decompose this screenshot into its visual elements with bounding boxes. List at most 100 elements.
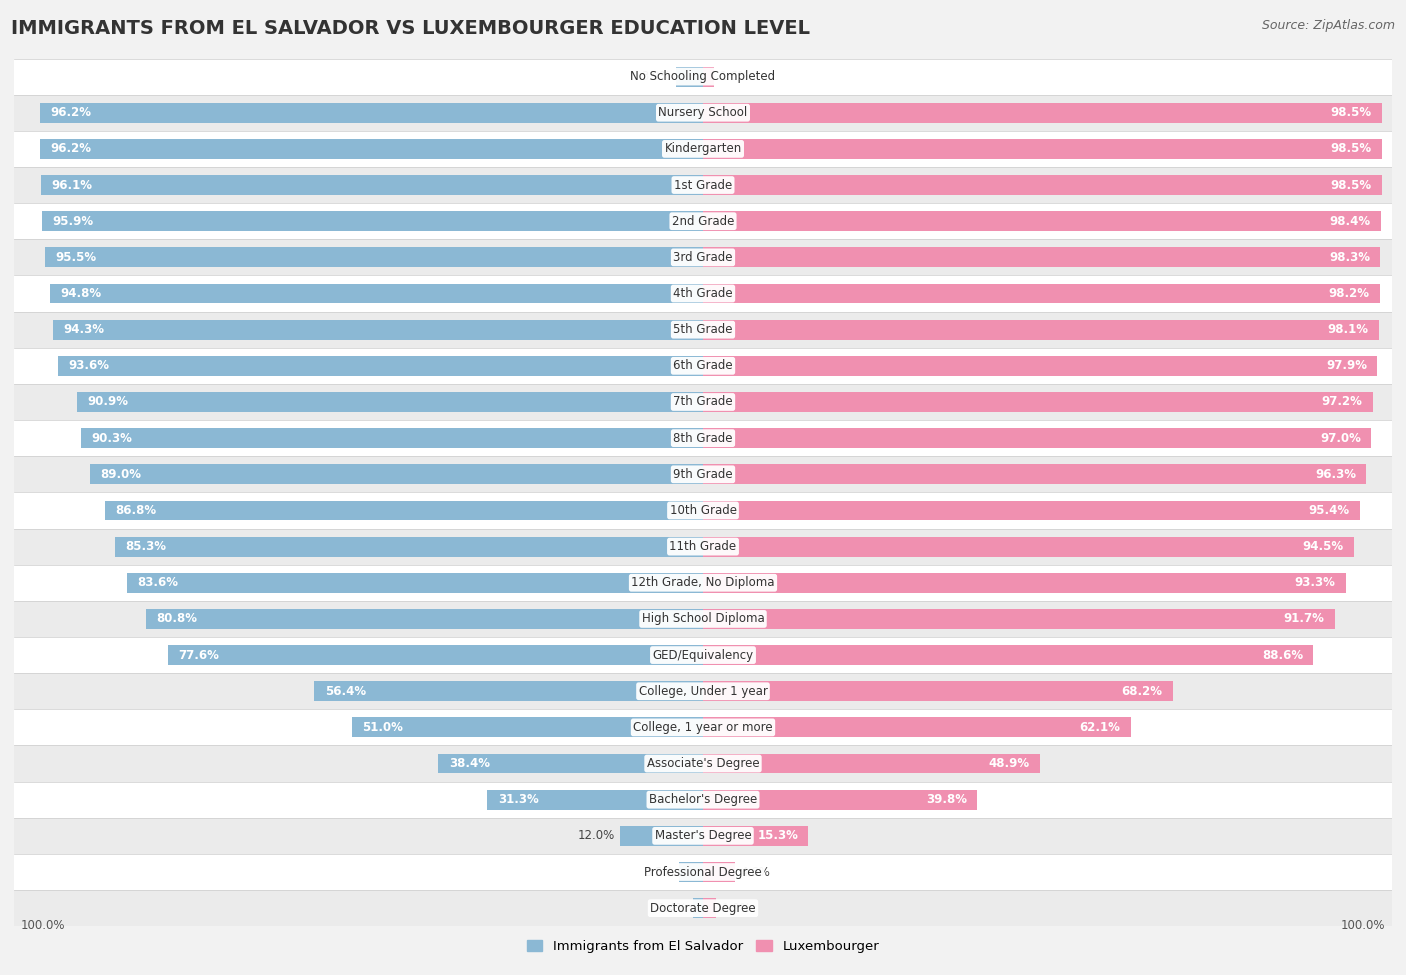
Text: 98.3%: 98.3%	[1329, 251, 1369, 264]
Text: 4.6%: 4.6%	[740, 866, 770, 878]
Text: 89.0%: 89.0%	[100, 468, 141, 481]
Bar	[703, 573, 1346, 593]
Bar	[14, 673, 1392, 710]
Text: 62.1%: 62.1%	[1080, 721, 1121, 734]
Bar	[703, 645, 1313, 665]
Text: 1.4%: 1.4%	[658, 902, 688, 915]
Bar	[352, 718, 703, 737]
Bar	[14, 890, 1392, 926]
Text: 100.0%: 100.0%	[21, 918, 66, 932]
Bar	[676, 66, 703, 87]
Bar	[41, 139, 703, 159]
Bar	[14, 746, 1392, 782]
Bar	[58, 356, 703, 375]
Bar	[693, 898, 703, 918]
Text: 98.4%: 98.4%	[1330, 214, 1371, 228]
Bar	[14, 95, 1392, 131]
Text: 94.3%: 94.3%	[63, 323, 104, 336]
Bar	[14, 854, 1392, 890]
Text: 94.5%: 94.5%	[1302, 540, 1344, 553]
Bar	[488, 790, 703, 809]
Bar	[14, 167, 1392, 203]
Text: College, Under 1 year: College, Under 1 year	[638, 684, 768, 698]
Bar	[14, 348, 1392, 384]
Bar	[703, 102, 1382, 123]
Bar	[14, 384, 1392, 420]
Text: 1st Grade: 1st Grade	[673, 178, 733, 191]
Text: 90.3%: 90.3%	[91, 432, 132, 445]
Text: 51.0%: 51.0%	[361, 721, 404, 734]
Text: College, 1 year or more: College, 1 year or more	[633, 721, 773, 734]
Bar	[82, 428, 703, 448]
Text: 90.9%: 90.9%	[87, 396, 128, 409]
Text: 96.1%: 96.1%	[51, 178, 93, 191]
Bar	[14, 456, 1392, 492]
Bar	[14, 782, 1392, 818]
Text: 88.6%: 88.6%	[1263, 648, 1303, 662]
Bar	[14, 601, 1392, 637]
Text: 83.6%: 83.6%	[138, 576, 179, 589]
Bar	[703, 682, 1173, 701]
Text: IMMIGRANTS FROM EL SALVADOR VS LUXEMBOURGER EDUCATION LEVEL: IMMIGRANTS FROM EL SALVADOR VS LUXEMBOUR…	[11, 20, 810, 38]
Text: High School Diploma: High School Diploma	[641, 612, 765, 625]
Text: 93.3%: 93.3%	[1295, 576, 1336, 589]
Text: 86.8%: 86.8%	[115, 504, 156, 517]
Text: 98.5%: 98.5%	[1330, 142, 1371, 155]
Bar	[14, 131, 1392, 167]
Bar	[679, 862, 703, 882]
Text: 9th Grade: 9th Grade	[673, 468, 733, 481]
Text: 100.0%: 100.0%	[1340, 918, 1385, 932]
Text: 97.2%: 97.2%	[1322, 396, 1362, 409]
Text: 94.8%: 94.8%	[60, 287, 101, 300]
Bar	[77, 392, 703, 411]
Text: 2nd Grade: 2nd Grade	[672, 214, 734, 228]
Bar	[45, 248, 703, 267]
Bar	[14, 275, 1392, 312]
Bar	[14, 203, 1392, 239]
Bar	[703, 790, 977, 809]
Text: GED/Equivalency: GED/Equivalency	[652, 648, 754, 662]
Text: 77.6%: 77.6%	[179, 648, 219, 662]
Text: 1.9%: 1.9%	[721, 902, 751, 915]
Bar	[90, 464, 703, 485]
Bar	[42, 212, 703, 231]
Text: 4th Grade: 4th Grade	[673, 287, 733, 300]
Text: 80.8%: 80.8%	[156, 612, 198, 625]
Text: 85.3%: 85.3%	[125, 540, 167, 553]
Bar	[703, 212, 1381, 231]
Bar	[439, 754, 703, 773]
Bar	[169, 645, 703, 665]
Text: Bachelor's Degree: Bachelor's Degree	[650, 794, 756, 806]
Text: 98.2%: 98.2%	[1329, 287, 1369, 300]
Text: 31.3%: 31.3%	[498, 794, 538, 806]
Text: 38.4%: 38.4%	[449, 757, 489, 770]
Bar	[14, 565, 1392, 601]
Text: 96.2%: 96.2%	[51, 106, 91, 119]
Text: 96.3%: 96.3%	[1315, 468, 1357, 481]
Text: 5th Grade: 5th Grade	[673, 323, 733, 336]
Text: 95.5%: 95.5%	[55, 251, 97, 264]
Bar	[703, 609, 1334, 629]
Bar	[53, 320, 703, 339]
Bar	[14, 818, 1392, 854]
Text: 98.1%: 98.1%	[1327, 323, 1368, 336]
Bar	[703, 392, 1372, 411]
Text: 96.2%: 96.2%	[51, 142, 91, 155]
Bar	[703, 248, 1381, 267]
Text: 1.6%: 1.6%	[720, 70, 749, 83]
Bar	[14, 312, 1392, 348]
Text: 3.9%: 3.9%	[641, 70, 671, 83]
Bar	[620, 826, 703, 845]
Bar	[703, 284, 1379, 303]
Text: 15.3%: 15.3%	[758, 830, 799, 842]
Bar	[703, 862, 735, 882]
Text: 6th Grade: 6th Grade	[673, 360, 733, 372]
Bar	[703, 428, 1371, 448]
Text: Source: ZipAtlas.com: Source: ZipAtlas.com	[1261, 20, 1395, 32]
Text: Associate's Degree: Associate's Degree	[647, 757, 759, 770]
Bar	[703, 898, 716, 918]
Text: 11th Grade: 11th Grade	[669, 540, 737, 553]
Text: 3.5%: 3.5%	[644, 866, 673, 878]
Bar	[703, 320, 1379, 339]
Text: 95.9%: 95.9%	[52, 214, 94, 228]
